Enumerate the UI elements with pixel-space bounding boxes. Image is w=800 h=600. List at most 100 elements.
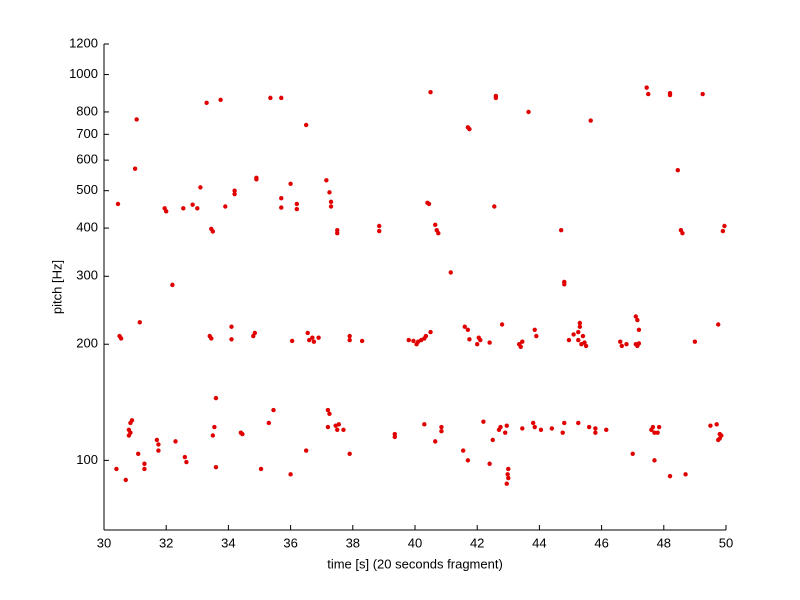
point — [324, 178, 329, 183]
point — [137, 320, 142, 325]
point — [652, 458, 657, 463]
point — [576, 420, 581, 426]
point — [182, 454, 188, 460]
point — [325, 407, 331, 413]
point — [526, 109, 531, 115]
point — [195, 206, 200, 211]
y-tick-label: 400 — [76, 220, 98, 235]
x-tick-label: 34 — [221, 535, 235, 550]
point — [571, 332, 576, 337]
point — [289, 338, 295, 344]
point — [504, 481, 509, 486]
point — [422, 422, 427, 427]
point — [218, 97, 223, 103]
point — [327, 190, 332, 195]
point — [465, 327, 471, 332]
point — [132, 166, 138, 171]
point — [655, 430, 660, 435]
point — [414, 342, 419, 347]
point — [123, 477, 128, 483]
point — [506, 475, 511, 481]
point — [212, 424, 217, 430]
point — [588, 118, 593, 123]
point — [530, 420, 536, 426]
point — [652, 430, 657, 435]
point — [520, 339, 525, 344]
point — [566, 337, 572, 343]
point — [467, 126, 472, 132]
point — [558, 227, 564, 233]
point — [181, 206, 186, 211]
point — [646, 91, 651, 97]
point — [476, 335, 481, 340]
point — [154, 437, 160, 443]
point — [229, 324, 234, 329]
point — [204, 100, 209, 105]
point — [347, 451, 352, 457]
point — [210, 229, 216, 234]
point — [305, 330, 310, 336]
point — [328, 204, 334, 209]
y-tick-label: 1000 — [69, 66, 98, 81]
x-tick-label: 42 — [470, 535, 484, 550]
point — [142, 466, 147, 472]
point — [142, 461, 147, 466]
y-tick-label: 800 — [76, 103, 98, 118]
point — [714, 422, 719, 427]
point — [532, 327, 537, 332]
point — [716, 437, 721, 443]
point — [462, 324, 467, 329]
y-tick-label: 300 — [76, 268, 98, 283]
point — [618, 339, 623, 344]
point — [271, 407, 276, 413]
point — [692, 339, 698, 344]
point — [433, 222, 438, 227]
x-tick-label: 32 — [159, 535, 173, 550]
y-tick-label: 1200 — [69, 35, 98, 50]
point — [428, 90, 433, 95]
point — [577, 324, 583, 329]
point — [604, 427, 609, 433]
point — [303, 122, 309, 128]
point — [210, 433, 216, 438]
point — [294, 206, 300, 212]
x-tick-label: 36 — [283, 535, 297, 550]
point — [448, 270, 453, 275]
point — [716, 322, 721, 327]
point — [288, 472, 293, 477]
point — [493, 95, 499, 101]
point — [630, 451, 635, 457]
point — [475, 342, 480, 347]
point — [520, 426, 525, 431]
point — [722, 223, 727, 229]
point — [505, 472, 510, 477]
point — [325, 424, 331, 430]
point — [128, 430, 133, 435]
point — [327, 411, 332, 417]
point — [311, 339, 317, 344]
point — [492, 204, 497, 209]
y-tick-label: 700 — [76, 126, 98, 141]
point — [633, 314, 639, 319]
x-axis-label: time [s] (20 seconds fragment) — [327, 556, 503, 571]
y-tick-label: 100 — [76, 452, 98, 467]
point — [582, 340, 587, 345]
point — [198, 185, 203, 190]
x-tick-label: 44 — [532, 535, 546, 550]
y-tick-label: 600 — [76, 152, 98, 167]
point — [518, 344, 523, 349]
point — [593, 426, 598, 431]
point — [683, 472, 688, 477]
y-tick-label: 500 — [76, 182, 98, 197]
point — [560, 430, 565, 435]
y-axis-label: pitch [Hz] — [49, 260, 64, 314]
point — [656, 424, 662, 430]
point — [316, 335, 321, 340]
point — [347, 337, 352, 343]
point — [240, 431, 245, 437]
point — [279, 95, 284, 101]
point — [577, 320, 583, 326]
x-tick-label: 48 — [657, 535, 671, 550]
point — [487, 340, 492, 345]
